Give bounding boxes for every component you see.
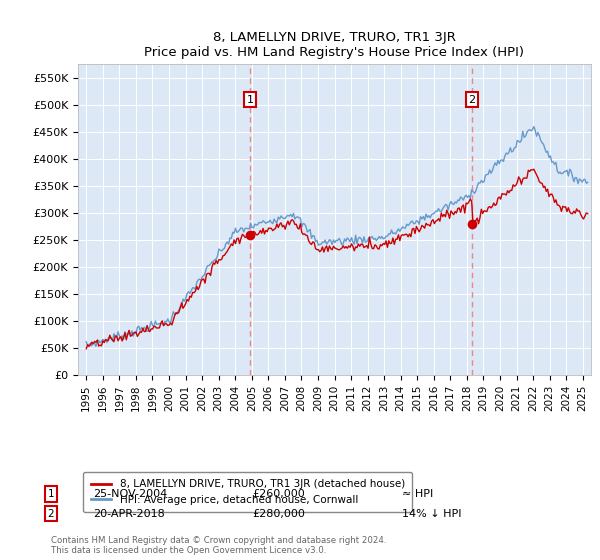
Text: Contains HM Land Registry data © Crown copyright and database right 2024.
This d: Contains HM Land Registry data © Crown c… (51, 536, 386, 555)
Text: 1: 1 (47, 489, 55, 499)
Text: ≈ HPI: ≈ HPI (402, 489, 433, 499)
Legend: 8, LAMELLYN DRIVE, TRURO, TR1 3JR (detached house), HPI: Average price, detached: 8, LAMELLYN DRIVE, TRURO, TR1 3JR (detac… (83, 472, 412, 512)
Title: 8, LAMELLYN DRIVE, TRURO, TR1 3JR
Price paid vs. HM Land Registry's House Price : 8, LAMELLYN DRIVE, TRURO, TR1 3JR Price … (145, 31, 524, 59)
Text: 1: 1 (247, 95, 254, 105)
Text: 14% ↓ HPI: 14% ↓ HPI (402, 508, 461, 519)
Text: 2: 2 (47, 508, 55, 519)
Text: 25-NOV-2004: 25-NOV-2004 (93, 489, 167, 499)
Text: £280,000: £280,000 (252, 508, 305, 519)
Text: 2: 2 (468, 95, 475, 105)
Text: 20-APR-2018: 20-APR-2018 (93, 508, 165, 519)
Text: £260,000: £260,000 (252, 489, 305, 499)
